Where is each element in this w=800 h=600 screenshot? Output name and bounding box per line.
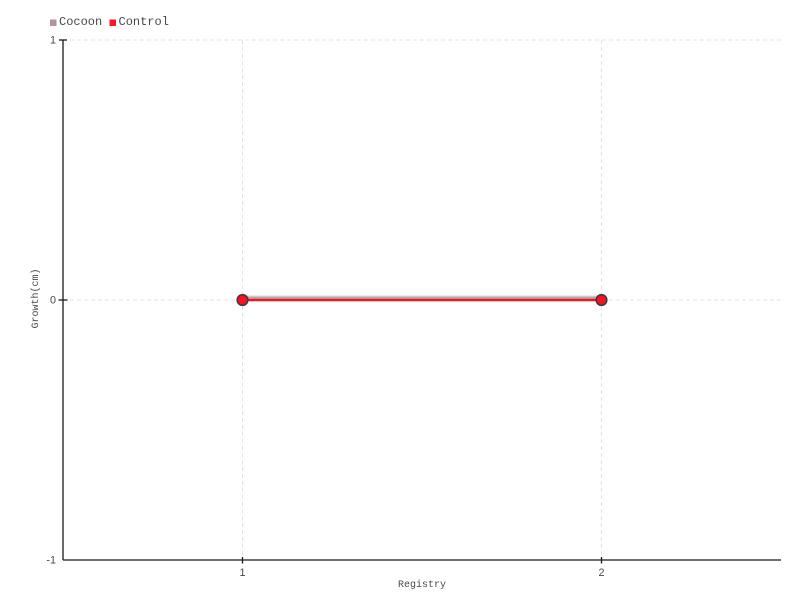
svg-text:2: 2: [598, 567, 604, 579]
svg-text:Control: Control: [119, 15, 169, 29]
svg-text:Growth(cm): Growth(cm): [30, 268, 42, 328]
svg-text:1: 1: [50, 35, 56, 47]
svg-text:1: 1: [239, 567, 245, 579]
svg-text:Cocoon: Cocoon: [59, 15, 102, 29]
svg-text:0: 0: [50, 295, 56, 307]
svg-text:Registry: Registry: [398, 579, 446, 591]
svg-text:-1: -1: [46, 555, 56, 567]
